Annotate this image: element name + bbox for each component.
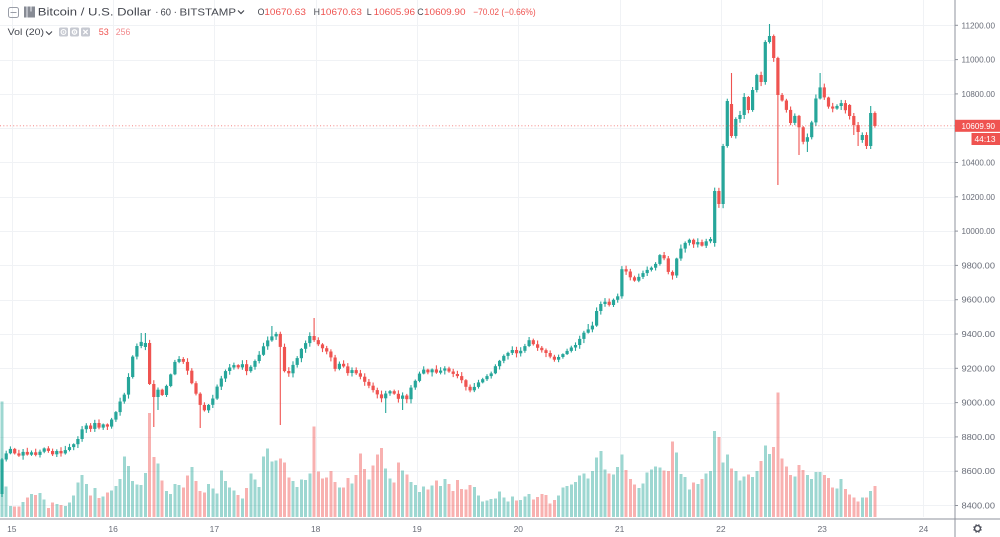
svg-text:·: ·	[174, 7, 178, 19]
svg-text:8800.00: 8800.00	[962, 432, 996, 442]
svg-text:10000.00: 10000.00	[962, 226, 996, 236]
svg-text:24: 24	[919, 524, 929, 534]
svg-text:53: 53	[99, 27, 109, 37]
svg-text:9800.00: 9800.00	[962, 260, 996, 270]
svg-text:9400.00: 9400.00	[962, 329, 996, 339]
svg-text:−70.02 (−0.66%): −70.02 (−0.66%)	[473, 7, 536, 17]
svg-text:C: C	[417, 7, 424, 17]
svg-text:10800.00: 10800.00	[962, 89, 996, 99]
svg-text:22: 22	[716, 524, 726, 534]
svg-text:10400.00: 10400.00	[962, 158, 996, 168]
svg-text:21: 21	[615, 524, 625, 534]
svg-text:H: H	[314, 7, 320, 17]
svg-text:8600.00: 8600.00	[962, 466, 996, 476]
svg-text:8400.00: 8400.00	[962, 501, 996, 511]
svg-text:BITSTAMP: BITSTAMP	[180, 7, 237, 19]
svg-text:11200.00: 11200.00	[962, 20, 996, 30]
svg-text:9600.00: 9600.00	[962, 295, 996, 305]
svg-text:15: 15	[7, 524, 17, 534]
svg-text:23: 23	[817, 524, 827, 534]
svg-text:L: L	[367, 7, 372, 17]
svg-text:9200.00: 9200.00	[962, 363, 996, 373]
svg-text:10609.90: 10609.90	[424, 7, 466, 17]
svg-text:18: 18	[311, 524, 321, 534]
svg-text:10670.63: 10670.63	[320, 7, 362, 17]
svg-text:10670.63: 10670.63	[264, 7, 306, 17]
svg-text:44:13: 44:13	[975, 134, 996, 144]
svg-text:256: 256	[116, 27, 131, 37]
svg-text:17: 17	[210, 524, 220, 534]
svg-text:10609.90: 10609.90	[962, 121, 996, 131]
svg-text:O: O	[258, 7, 265, 17]
svg-text:Bitcoin / U.S. Dollar: Bitcoin / U.S. Dollar	[38, 7, 152, 19]
svg-text:10200.00: 10200.00	[962, 192, 996, 202]
svg-text:20: 20	[514, 524, 524, 534]
svg-text:9000.00: 9000.00	[962, 398, 996, 408]
svg-text:60: 60	[161, 7, 172, 19]
svg-text:Vol (20): Vol (20)	[8, 27, 44, 37]
svg-text:19: 19	[412, 524, 422, 534]
svg-text:16: 16	[108, 524, 118, 534]
svg-text:11000.00: 11000.00	[962, 55, 996, 65]
svg-text:·: ·	[155, 7, 159, 19]
svg-text:10605.96: 10605.96	[374, 7, 416, 17]
